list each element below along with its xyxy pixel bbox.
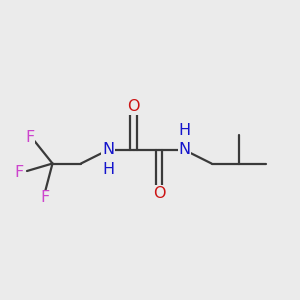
Text: F: F [15, 165, 24, 180]
Text: N: N [102, 142, 114, 158]
Text: H: H [102, 162, 114, 177]
Text: N: N [178, 142, 190, 158]
Text: H: H [178, 123, 190, 138]
Text: F: F [26, 130, 34, 146]
Text: F: F [40, 190, 50, 206]
Text: O: O [153, 186, 165, 201]
Text: O: O [127, 99, 140, 114]
